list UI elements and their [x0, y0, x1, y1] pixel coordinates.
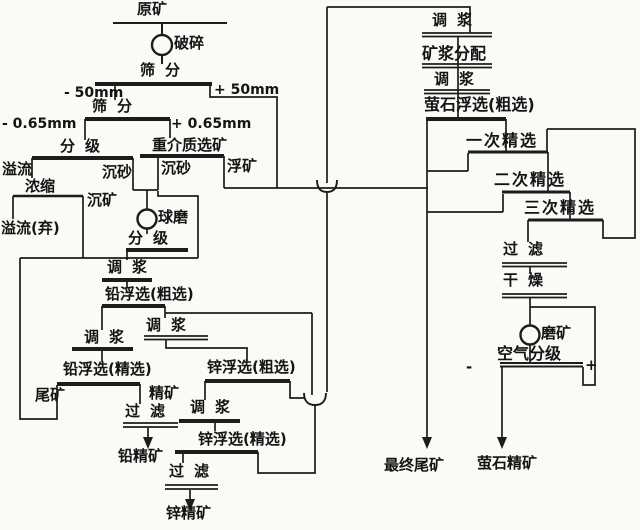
label-air-classification: 空气分级 — [497, 344, 562, 363]
label-final-tailings: 最终尾矿 — [384, 456, 445, 474]
ball-mill-circle — [136, 208, 158, 230]
label-minus-50mm: - 50mm — [64, 85, 124, 101]
label-zn-concentrate: 锌精矿 — [166, 504, 212, 522]
label-heavy-media-separation: 重介质选矿 — [152, 136, 228, 154]
label-tailings: 尾矿 — [35, 386, 66, 404]
ball-mill-lines — [19, 183, 199, 420]
label-classification-2: 分级 — [128, 229, 179, 247]
final-tailings-arrowhead — [422, 437, 432, 449]
label-overflow: 溢流 — [2, 160, 33, 178]
label-plus-065mm: + 0.65mm — [171, 116, 252, 132]
merge-junction-2 — [303, 392, 327, 406]
label-sand-classifier: 沉砂 — [102, 163, 133, 181]
screening-lines — [84, 82, 278, 188]
label-drying: 干燥 — [503, 271, 554, 289]
zn-concentrate-arrowhead — [185, 499, 195, 511]
label-minus-065mm: - 0.65mm — [2, 116, 77, 132]
label-pb-rougher: 铅浮选(粗选) — [105, 285, 194, 303]
label-pulp-distribution: 矿浆分配 — [422, 44, 487, 63]
label-conditioning-zn: 调浆 — [190, 398, 241, 416]
label-filter-zn: 过滤 — [169, 462, 220, 480]
label-pb-cleaner: 铅浮选(精选) — [63, 360, 152, 378]
label-zn-cleaner: 锌浮选(精选) — [198, 430, 287, 448]
label-conditioning-f2: 调浆 — [434, 70, 485, 88]
label-crushing: 破碎 — [174, 34, 205, 52]
pb-concentrate-arrowhead — [143, 437, 153, 449]
junction-lines — [224, 6, 471, 392]
label-overflow-discard: 溢流(弃) — [1, 219, 60, 237]
label-raw-ore: 原矿 — [137, 0, 168, 18]
lead-circuit-lines — [57, 251, 313, 438]
crusher-circle — [150, 33, 174, 57]
regrind-mill-circle — [519, 324, 541, 346]
label-cleaner-2: 二次精选 — [494, 170, 567, 189]
label-sand-hms: 沉砂 — [161, 159, 192, 177]
label-filter-pb: 过滤 — [125, 402, 176, 420]
fluorite-finishing-lines — [500, 262, 596, 438]
label-grinding: 磨矿 — [541, 324, 572, 342]
label-pb-concentrate: 铅精矿 — [118, 447, 164, 465]
fluorite-feed-lines — [422, 32, 506, 121]
head-feed-lines — [113, 22, 227, 64]
label-fluorite-rougher: 萤石浮选(粗选) — [424, 95, 535, 114]
classification-hms-lines — [12, 154, 225, 258]
merge-junction-1 — [316, 179, 338, 193]
label-screening-1: 筛分 — [140, 61, 191, 79]
label-minus-sign: - — [466, 358, 473, 376]
label-thickening: 浓缩 — [25, 177, 56, 195]
label-screening-2: 筛分 — [92, 97, 143, 115]
label-cleaner-1: 一次精选 — [466, 131, 539, 150]
label-cleaner-3: 三次精选 — [524, 198, 597, 217]
label-conditioning-f1: 调浆 — [432, 11, 483, 29]
fluorite-cleaner-lines — [426, 119, 636, 438]
label-plus-sign: + — [585, 356, 598, 374]
label-fluorite-concentrate: 萤石精矿 — [477, 454, 538, 472]
label-filter-f: 过滤 — [503, 240, 554, 258]
label-sink-ore: 沉矿 — [87, 191, 118, 209]
label-ball-mill: 球磨 — [158, 208, 189, 226]
label-conditioning-pb: 调浆 — [84, 328, 135, 346]
label-plus-50mm: + 50mm — [214, 82, 280, 98]
label-conditioning-mid: 调浆 — [146, 316, 197, 334]
label-concentrate: 精矿 — [149, 384, 180, 402]
zinc-circuit-lines — [165, 379, 316, 500]
label-conditioning-1: 调浆 — [107, 258, 158, 276]
fluorite-concentrate-arrowhead — [497, 437, 507, 449]
label-zn-rougher: 锌浮选(粗选) — [207, 358, 296, 376]
label-float-ore: 浮矿 — [227, 157, 258, 175]
label-classification-1: 分级 — [60, 137, 111, 155]
